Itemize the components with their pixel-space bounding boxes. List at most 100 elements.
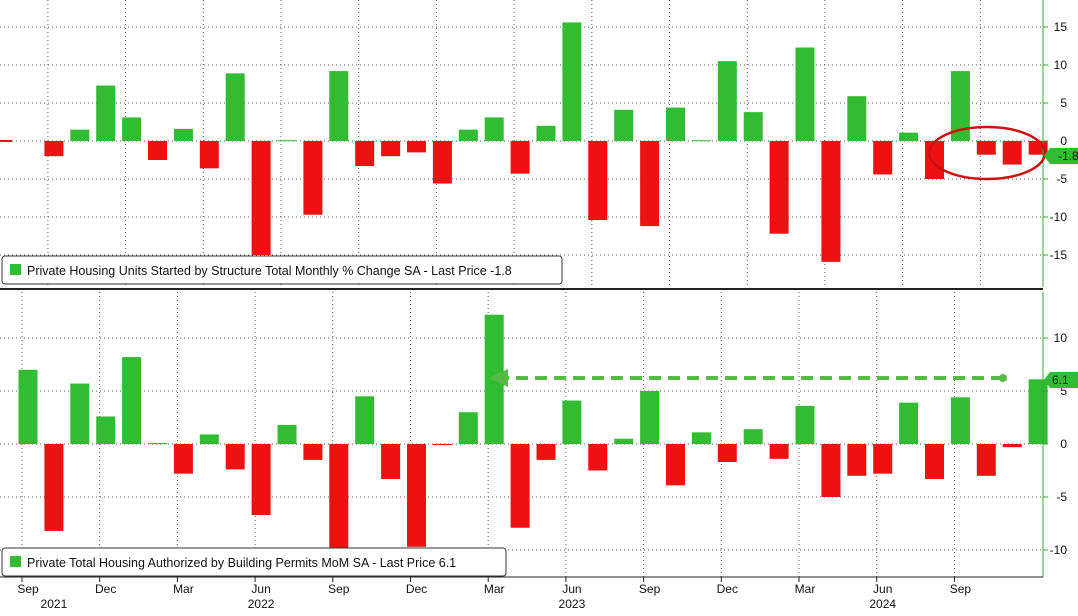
bottom-bar (666, 444, 685, 486)
bottom-bar (70, 383, 90, 444)
bottom-bar (407, 444, 426, 547)
bottom-bar (976, 444, 996, 476)
bottom-y-tick-label: -10 (1050, 543, 1068, 557)
top-bar (484, 117, 504, 141)
bottom-bar (640, 391, 660, 444)
level-arrow-head (489, 369, 508, 387)
bottom-bar (18, 369, 38, 444)
bottom-y-tick-label: 0 (1060, 437, 1067, 451)
top-bar (795, 47, 815, 141)
x-tick-label: Mar (484, 582, 505, 596)
top-y-tick-label: 5 (1060, 96, 1067, 110)
bottom-bar (381, 444, 401, 479)
top-bar (614, 109, 634, 141)
top-bar (225, 73, 245, 141)
bottom-bar (925, 444, 944, 479)
x-year-label: 2021 (41, 597, 68, 611)
bottom-y-tick-label: 10 (1054, 331, 1068, 345)
top-y-tick-label: 15 (1054, 20, 1068, 34)
bottom-bar (329, 444, 349, 556)
bottom-legend-swatch (10, 556, 21, 567)
top-bar (173, 128, 193, 141)
x-tick-label: Dec (717, 582, 738, 596)
top-bar (925, 141, 944, 179)
bottom-bar (847, 444, 867, 476)
top-bar (277, 140, 297, 142)
bottom-bar (173, 444, 193, 474)
bottom-bar (562, 400, 582, 444)
bottom-bar (199, 434, 219, 444)
top-bar (510, 141, 530, 174)
top-bar (458, 129, 478, 141)
top-bar (899, 132, 919, 141)
top-bar (666, 107, 685, 141)
bottom-bar (899, 402, 919, 444)
bottom-legend-label: Private Total Housing Authorized by Buil… (27, 556, 456, 570)
bottom-y-tick-label: 5 (1060, 384, 1067, 398)
x-tick-label: Sep (950, 582, 972, 596)
x-tick-label: Sep (17, 582, 39, 596)
bottom-bar (225, 444, 245, 470)
highlight-ellipse (927, 125, 1047, 181)
top-bar (96, 85, 116, 141)
top-legend-box (1, 255, 563, 285)
bottom-bar (873, 444, 893, 474)
top-bar (691, 140, 711, 142)
bottom-bar (536, 444, 556, 460)
top-bar (976, 141, 996, 155)
x-tick-label: Sep (639, 582, 661, 596)
bottom-bar (769, 444, 789, 459)
x-tick-label: Sep (328, 582, 350, 596)
bottom-bar (950, 397, 970, 444)
bottom-last-value-flag (1044, 372, 1078, 388)
level-arrow-origin (999, 374, 1007, 382)
top-bar (950, 71, 970, 141)
top-bar (303, 141, 323, 215)
bottom-y-tick-label: -5 (1056, 490, 1067, 504)
x-tick-label: Dec (95, 582, 116, 596)
x-tick-label: Dec (406, 582, 427, 596)
x-year-label: 2022 (248, 597, 275, 611)
top-bar (1002, 141, 1022, 165)
bottom-bar (458, 412, 478, 444)
bottom-bar (821, 444, 841, 497)
top-bar (122, 117, 142, 141)
top-legend-swatch (10, 264, 21, 275)
top-bar (588, 141, 608, 221)
top-bar (329, 71, 349, 141)
top-last-value-callout: -1.8 (1044, 148, 1078, 164)
top-bar (407, 141, 426, 153)
x-tick-label: Mar (173, 582, 194, 596)
top-bar (847, 96, 867, 141)
bottom-bar (277, 424, 297, 444)
top-legend: Private Housing Units Started by Structu… (1, 255, 563, 285)
top-y-tick-label: 10 (1054, 58, 1068, 72)
top-bar (199, 141, 219, 169)
top-bar (536, 125, 556, 141)
bottom-bar (743, 429, 763, 444)
top-bar (148, 141, 167, 160)
top-bar (769, 141, 789, 234)
bottom-bar (588, 444, 608, 471)
bottom-bar (717, 444, 737, 463)
bottom-legend-box (1, 547, 507, 577)
top-bar (873, 141, 893, 175)
top-bar (381, 141, 401, 157)
bottom-bar (510, 444, 530, 528)
x-tick-label: Jun (873, 582, 892, 596)
top-legend-label: Private Housing Units Started by Structu… (27, 264, 512, 278)
top-y-tick-label: -5 (1056, 172, 1067, 186)
top-bar (821, 141, 841, 262)
bottom-bar (355, 396, 375, 444)
top-bar (562, 22, 582, 141)
x-year-label: 2024 (869, 597, 896, 611)
x-tick-label: Jun (251, 582, 270, 596)
top-bar (70, 129, 90, 141)
annotation-layer (0, 125, 1047, 387)
x-tick-label: Mar (795, 582, 816, 596)
bottom-bar (691, 432, 711, 444)
top-y-tick-label: 0 (1060, 134, 1067, 148)
top-bar (717, 61, 737, 142)
